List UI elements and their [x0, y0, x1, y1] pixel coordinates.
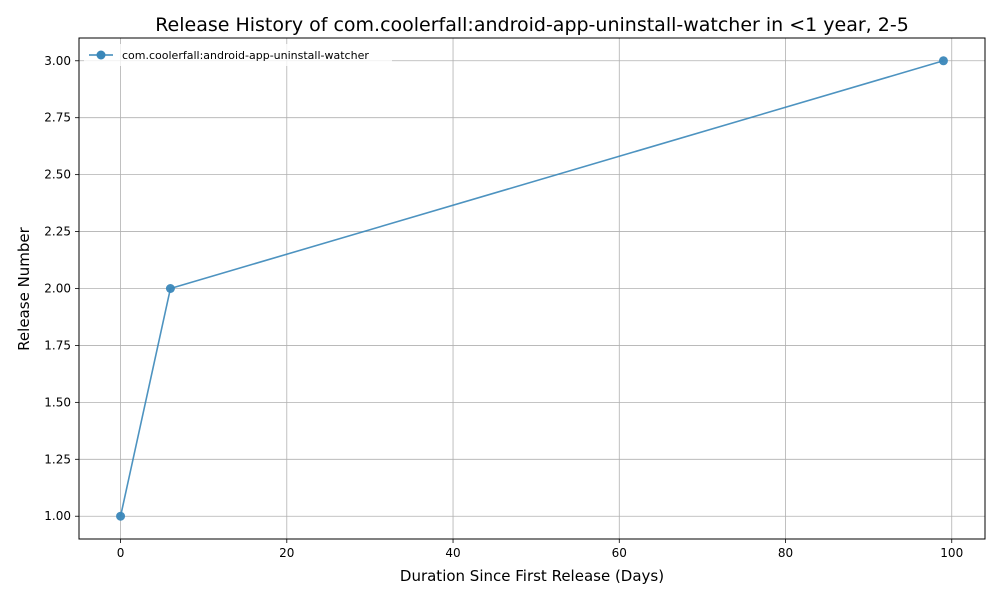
x-tick-label: 60	[612, 546, 627, 560]
legend-entry-label: com.coolerfall:android-app-uninstall-wat…	[122, 49, 369, 62]
y-tick-label: 2.00	[44, 282, 71, 296]
x-tick-label: 40	[445, 546, 460, 560]
y-tick-label: 1.25	[44, 452, 71, 466]
y-tick-label: 1.75	[44, 338, 71, 352]
data-point	[165, 284, 175, 293]
data-point	[116, 511, 126, 521]
legend-box	[84, 44, 392, 66]
x-tick-label: 0	[117, 546, 125, 560]
grid	[79, 38, 985, 539]
y-tick-label: 2.50	[44, 168, 71, 182]
x-tick-label: 80	[778, 546, 793, 560]
x-axis-title: Duration Since First Release (Days)	[400, 567, 664, 585]
x-tick-label: 20	[279, 546, 294, 560]
x-tick-label: 100	[940, 546, 963, 560]
y-tick-label: 1.00	[44, 509, 71, 523]
series-layer	[116, 56, 948, 521]
legend-marker-swatch	[96, 50, 106, 60]
x-axis-ticks: 0 20 40 60 80 100	[117, 539, 963, 560]
y-tick-label: 2.75	[44, 111, 71, 125]
y-axis-title: Release Number	[15, 226, 33, 350]
y-tick-label: 1.50	[44, 395, 71, 409]
y-tick-label: 2.25	[44, 225, 71, 239]
legend: com.coolerfall:android-app-uninstall-wat…	[84, 44, 392, 66]
y-axis-ticks: 1.00 1.25 1.50 1.75 2.00 2.25 2.50 2.75 3.00	[44, 54, 79, 523]
chart-title: Release History of com.coolerfall:androi…	[155, 14, 909, 36]
data-point	[938, 56, 948, 66]
y-tick-label: 3.00	[44, 54, 71, 68]
